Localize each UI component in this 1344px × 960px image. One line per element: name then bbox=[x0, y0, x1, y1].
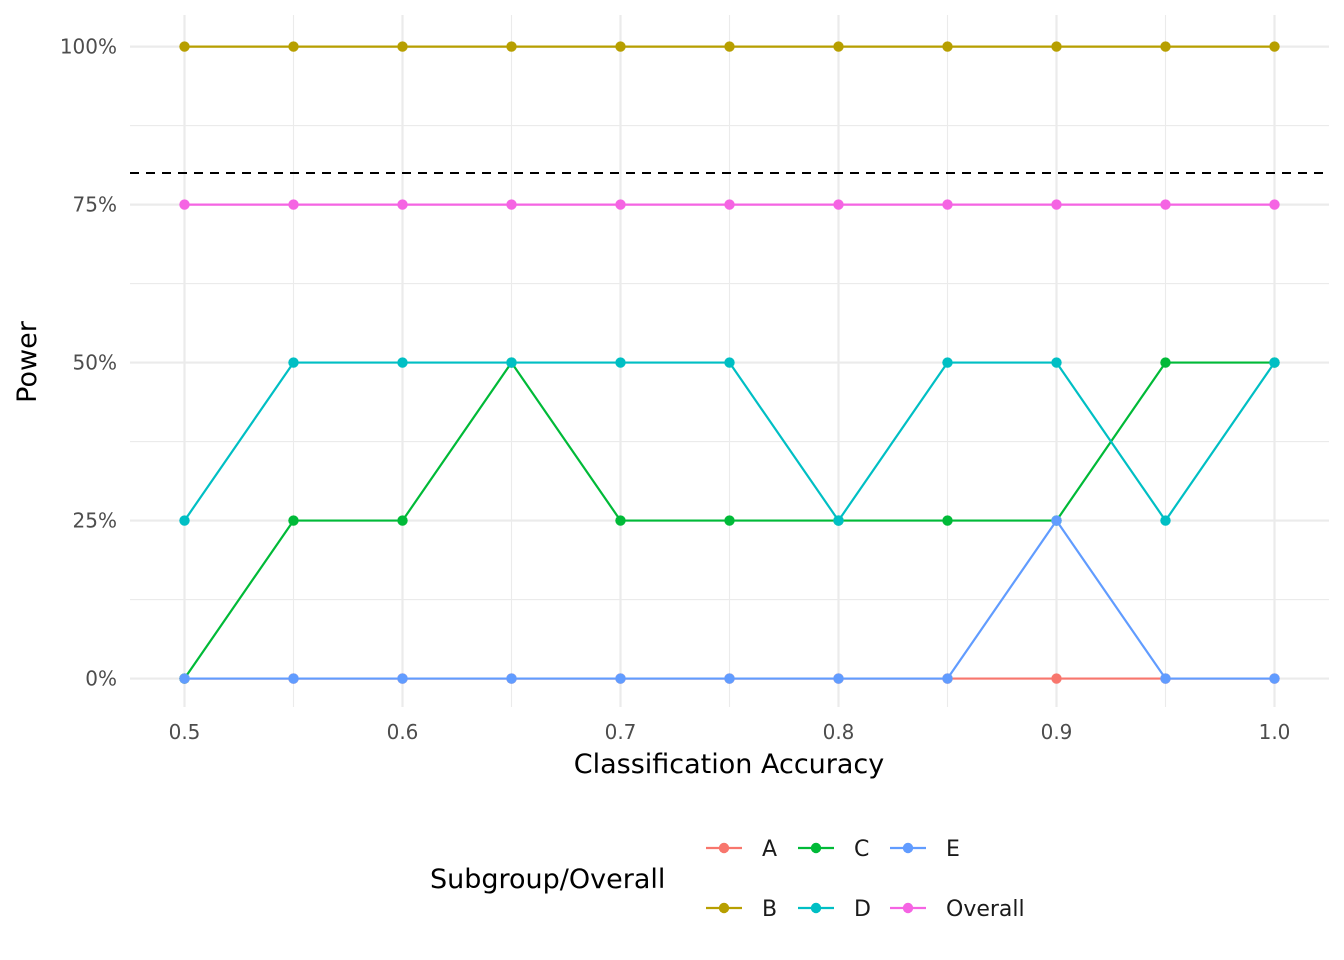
data-point-e bbox=[1269, 673, 1280, 684]
legend-item-c: C bbox=[798, 837, 869, 862]
x-tick-label: 0.5 bbox=[169, 720, 201, 744]
data-point-b bbox=[615, 41, 626, 52]
legend-item-b: B bbox=[706, 897, 777, 922]
legend-item-overall: Overall bbox=[890, 897, 1025, 922]
data-point-c bbox=[724, 515, 735, 526]
data-point-d bbox=[1269, 357, 1280, 368]
x-axis-title: Classification Accuracy bbox=[574, 749, 885, 780]
legend-key-point-e bbox=[902, 842, 914, 854]
legend: Subgroup/Overall A C E B D Overall bbox=[430, 837, 1025, 922]
data-point-d bbox=[288, 357, 299, 368]
data-point-b bbox=[1051, 41, 1062, 52]
legend-key-point-overall bbox=[902, 902, 914, 914]
data-point-d bbox=[1051, 357, 1062, 368]
y-tick-label: 100% bbox=[60, 35, 117, 59]
data-point-b bbox=[724, 41, 735, 52]
legend-items: A C E B D Overall bbox=[706, 837, 1025, 922]
x-tick-label: 0.9 bbox=[1041, 720, 1073, 744]
data-point-overall bbox=[288, 199, 299, 210]
legend-title: Subgroup/Overall bbox=[430, 864, 665, 895]
data-point-overall bbox=[506, 199, 517, 210]
data-point-d bbox=[724, 357, 735, 368]
data-point-overall bbox=[942, 199, 953, 210]
y-axis-title: Power bbox=[12, 320, 43, 403]
data-point-overall bbox=[724, 199, 735, 210]
legend-key-point-c bbox=[810, 842, 822, 854]
series-d bbox=[179, 357, 1280, 526]
x-tick-labels: 0.5 0.6 0.7 0.8 0.9 1.0 bbox=[169, 720, 1291, 744]
series-b bbox=[179, 41, 1280, 52]
data-point-d bbox=[942, 357, 953, 368]
data-point-d bbox=[833, 515, 844, 526]
data-point-overall bbox=[615, 199, 626, 210]
data-point-b bbox=[942, 41, 953, 52]
data-point-e bbox=[179, 673, 190, 684]
y-tick-label: 75% bbox=[73, 193, 117, 217]
data-point-b bbox=[506, 41, 517, 52]
data-point-overall bbox=[397, 199, 408, 210]
data-point-e bbox=[397, 673, 408, 684]
data-point-e bbox=[724, 673, 735, 684]
data-point-e bbox=[615, 673, 626, 684]
x-tick-label: 0.7 bbox=[605, 720, 637, 744]
data-point-c bbox=[615, 515, 626, 526]
data-point-e bbox=[833, 673, 844, 684]
data-point-overall bbox=[833, 199, 844, 210]
legend-label-b: B bbox=[762, 897, 777, 922]
data-point-b bbox=[1160, 41, 1171, 52]
data-point-b bbox=[1269, 41, 1280, 52]
legend-label-overall: Overall bbox=[946, 897, 1025, 922]
data-point-e bbox=[942, 673, 953, 684]
data-point-overall bbox=[1160, 199, 1171, 210]
data-point-overall bbox=[1269, 199, 1280, 210]
y-tick-label: 25% bbox=[73, 509, 117, 533]
data-point-c bbox=[1160, 357, 1171, 368]
data-point-d bbox=[179, 515, 190, 526]
data-point-b bbox=[833, 41, 844, 52]
legend-key-point-d bbox=[810, 902, 822, 914]
legend-item-d: D bbox=[798, 897, 871, 922]
data-point-overall bbox=[1051, 199, 1062, 210]
legend-item-a: A bbox=[706, 837, 777, 862]
series-e bbox=[179, 515, 1280, 684]
data-point-d bbox=[397, 357, 408, 368]
legend-label-e: E bbox=[946, 837, 960, 862]
data-point-c bbox=[942, 515, 953, 526]
data-point-d bbox=[615, 357, 626, 368]
data-point-b bbox=[397, 41, 408, 52]
data-point-overall bbox=[179, 199, 190, 210]
y-tick-label: 50% bbox=[73, 351, 117, 375]
data-point-e bbox=[1051, 515, 1062, 526]
data-point-c bbox=[397, 515, 408, 526]
series-overall bbox=[179, 199, 1280, 210]
data-point-b bbox=[179, 41, 190, 52]
legend-label-c: C bbox=[854, 837, 869, 862]
legend-key-point-b bbox=[718, 902, 730, 914]
data-point-a bbox=[1051, 673, 1062, 684]
x-tick-label: 0.6 bbox=[387, 720, 419, 744]
data-point-e bbox=[506, 673, 517, 684]
data-point-d bbox=[506, 357, 517, 368]
data-point-c bbox=[288, 515, 299, 526]
data-point-e bbox=[288, 673, 299, 684]
legend-label-d: D bbox=[854, 897, 871, 922]
y-tick-labels: 0% 25% 50% 75% 100% bbox=[60, 35, 117, 691]
data-point-b bbox=[288, 41, 299, 52]
legend-key-point-a bbox=[718, 842, 730, 854]
data-point-d bbox=[1160, 515, 1171, 526]
x-tick-label: 1.0 bbox=[1259, 720, 1291, 744]
y-tick-label: 0% bbox=[85, 667, 117, 691]
legend-label-a: A bbox=[762, 837, 777, 862]
legend-item-e: E bbox=[890, 837, 960, 862]
data-point-e bbox=[1160, 673, 1171, 684]
x-tick-label: 0.8 bbox=[823, 720, 855, 744]
series-layer bbox=[179, 41, 1280, 684]
